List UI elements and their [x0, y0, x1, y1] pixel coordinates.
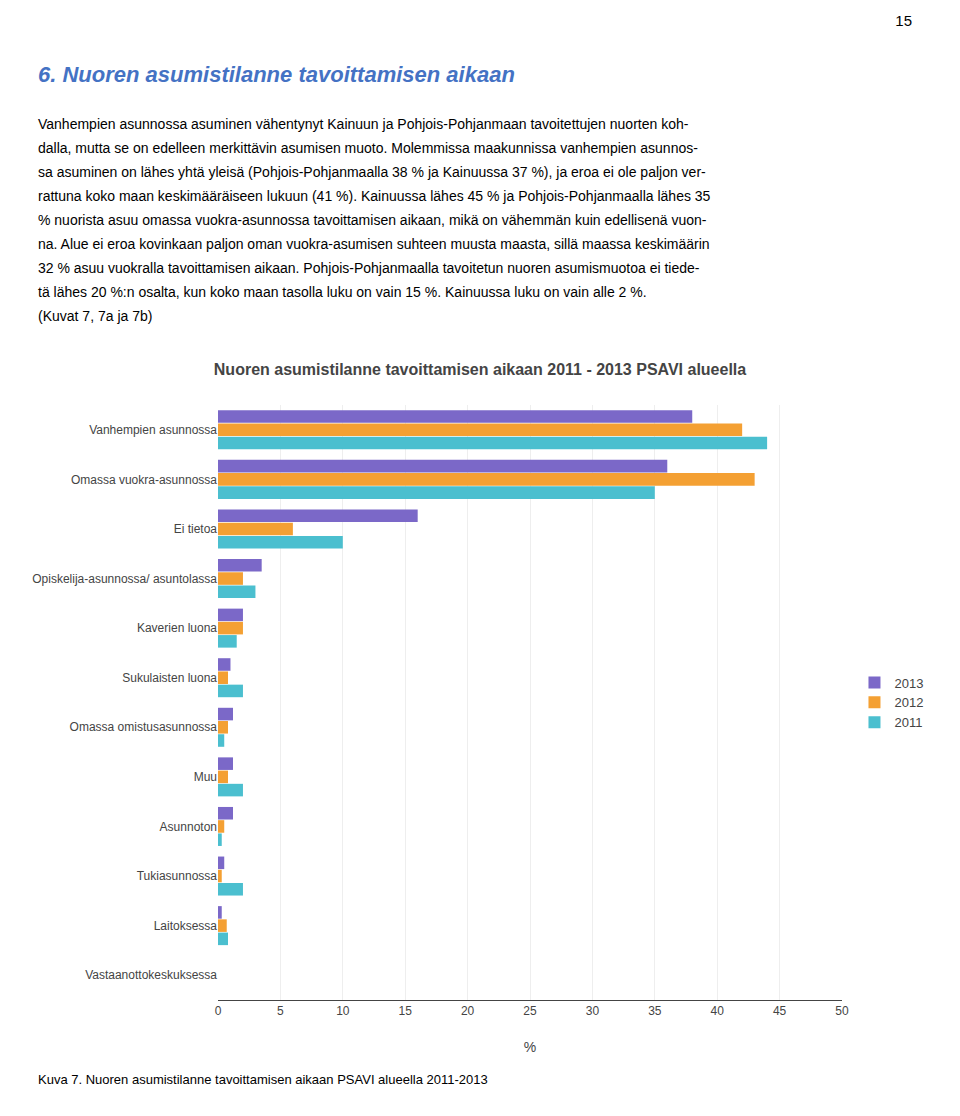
- svg-text:Tukiasunnossa: Tukiasunnossa: [137, 869, 218, 883]
- svg-text:2011: 2011: [894, 715, 922, 730]
- svg-text:Omassa vuokra-asunnossa: Omassa vuokra-asunnossa: [71, 473, 217, 487]
- svg-text:2012: 2012: [894, 695, 923, 710]
- svg-text:Sukulaisten luona: Sukulaisten luona: [122, 671, 217, 685]
- svg-text:Muu: Muu: [194, 770, 217, 784]
- svg-text:Omassa omistusasunnossa: Omassa omistusasunnossa: [70, 720, 218, 734]
- html-text:tä lähes 20 %:n osalta, kun ko: tä lähes 20 %:n osalta, kun koko maan ta…: [38, 284, 647, 300]
- svg-text:5: 5: [277, 1004, 284, 1018]
- html-text:15: 15: [895, 12, 912, 29]
- html-text:Kuva 7. Nuoren asumistilanne t: Kuva 7. Nuoren asumistilanne tavoittamis…: [38, 1072, 488, 1087]
- svg-text:Vanhempien asunnossa: Vanhempien asunnossa: [89, 423, 217, 437]
- html-text:sa asuminen on lähes yhtä ylei: sa asuminen on lähes yhtä yleisä (Pohjoi…: [38, 164, 706, 180]
- svg-text:50: 50: [835, 1004, 849, 1018]
- html-text:rattuna koko maan keskimääräis: rattuna koko maan keskimääräiseen lukuun…: [38, 188, 711, 204]
- html-text:(Kuvat 7, 7a ja 7b): (Kuvat 7, 7a ja 7b): [38, 308, 153, 324]
- svg-text:Asunnoton: Asunnoton: [160, 820, 217, 834]
- svg-text:40: 40: [711, 1004, 725, 1018]
- svg-text:2013: 2013: [894, 676, 923, 691]
- html-text:dalla, mutta se on edelleen me: dalla, mutta se on edelleen merkittävin …: [38, 140, 698, 156]
- svg-text:Opiskelija-asunnossa/ asuntola: Opiskelija-asunnossa/ asuntolassa: [32, 572, 217, 586]
- svg-text:0: 0: [215, 1004, 222, 1018]
- svg-text:Kaverien luona: Kaverien luona: [137, 621, 217, 635]
- svg-text:20: 20: [461, 1004, 475, 1018]
- svg-text:10: 10: [336, 1004, 350, 1018]
- html-text:% nuorista asuu omassa vuokra-: % nuorista asuu omassa vuokra-asunnossa …: [38, 212, 707, 228]
- svg-text:35: 35: [648, 1004, 662, 1018]
- svg-text:45: 45: [773, 1004, 787, 1018]
- html-text:Vanhempien asunnossa asuminen: Vanhempien asunnossa asuminen vähentynyt…: [38, 116, 689, 132]
- svg-text:Laitoksessa: Laitoksessa: [154, 919, 218, 933]
- svg-text:Ei tietoa: Ei tietoa: [174, 522, 218, 536]
- html-text:32 % asuu vuokralla tavoittami: 32 % asuu vuokralla tavoittamisen aikaan…: [38, 260, 700, 276]
- svg-text:Nuoren asumistilanne tavoittam: Nuoren asumistilanne tavoittamisen aikaa…: [214, 361, 746, 378]
- svg-text:15: 15: [399, 1004, 413, 1018]
- svg-text:%: %: [524, 1039, 536, 1055]
- svg-text:25: 25: [523, 1004, 537, 1018]
- html-text:6. Nuoren asumistilanne tavoit: 6. Nuoren asumistilanne tavoittamisen ai…: [38, 62, 515, 87]
- html-text:na. Alue ei eroa kovinkaan pal: na. Alue ei eroa kovinkaan paljon oman v…: [38, 236, 710, 252]
- svg-text:30: 30: [586, 1004, 600, 1018]
- svg-text:Vastaanottokeskuksessa: Vastaanottokeskuksessa: [85, 968, 217, 982]
